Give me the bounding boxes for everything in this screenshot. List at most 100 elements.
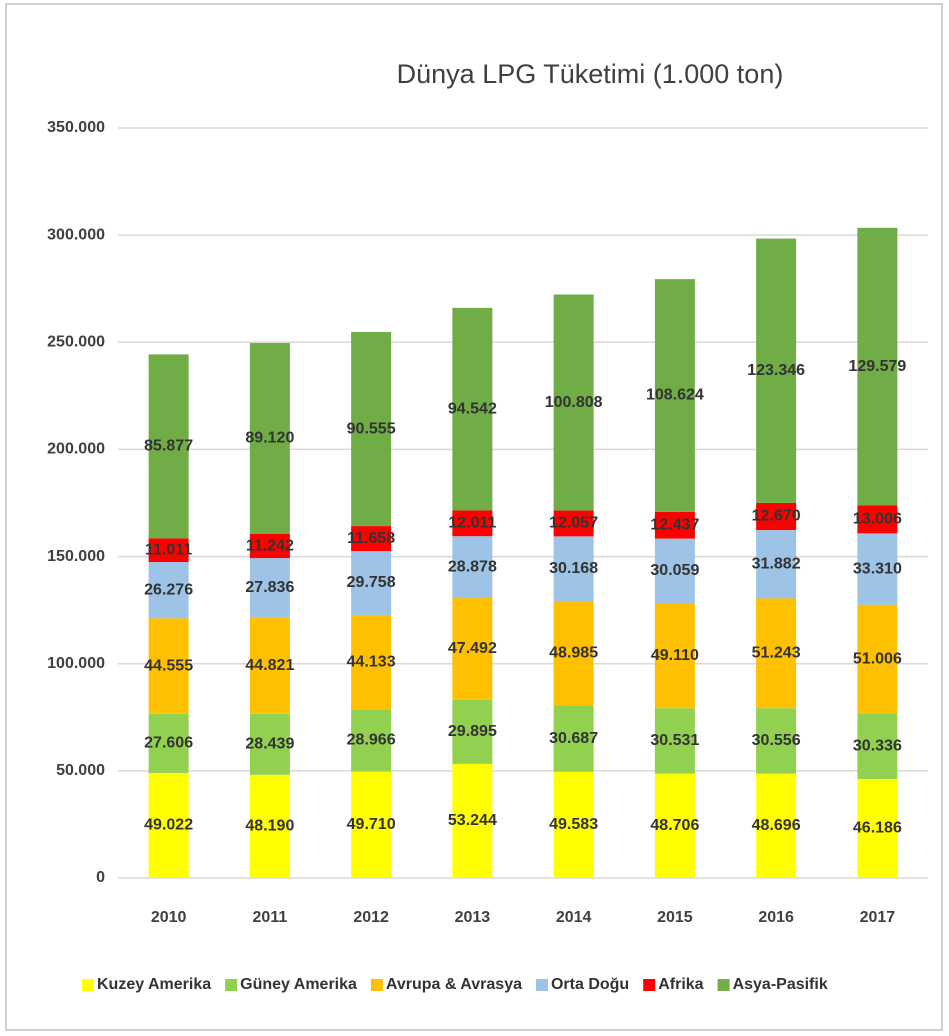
legend-label: Güney Amerika — [240, 976, 357, 993]
x-tick-label: 2011 — [253, 909, 288, 926]
data-label: 129.579 — [848, 358, 906, 375]
bar-segment — [452, 699, 493, 764]
data-label: 44.555 — [144, 657, 193, 674]
data-label: 26.276 — [144, 581, 193, 598]
bar-segment — [351, 771, 392, 878]
data-label: 12.011 — [448, 515, 496, 532]
bar-segment — [148, 354, 189, 539]
data-label: 30.168 — [549, 560, 598, 577]
bar-segment — [857, 714, 898, 780]
data-label: 46.186 — [853, 820, 902, 837]
x-tick-label: 2016 — [758, 909, 794, 926]
y-tick-label: 0 — [96, 869, 105, 886]
bar-segment — [654, 708, 695, 774]
bar-segment — [857, 505, 898, 534]
bar-segment — [351, 614, 392, 710]
bar-segment — [452, 763, 493, 878]
bar-segment — [654, 538, 695, 603]
data-label: 94.542 — [448, 400, 497, 417]
bar-segment — [148, 562, 189, 619]
bar-segment — [351, 526, 392, 552]
bar-segment — [249, 617, 290, 714]
data-label: 27.836 — [245, 579, 294, 596]
y-tick-label: 100.000 — [47, 655, 105, 672]
data-label: 51.243 — [752, 644, 801, 661]
y-tick-label: 150.000 — [47, 548, 105, 565]
bar-segment — [756, 598, 797, 709]
data-label: 12.437 — [650, 516, 699, 533]
x-tick-label: 2010 — [151, 909, 187, 926]
legend-swatch — [82, 979, 94, 991]
legend-label: Orta Doğu — [551, 976, 629, 993]
bar-segment — [553, 771, 594, 878]
data-label: 11.011 — [145, 541, 192, 558]
bar-segment — [351, 709, 392, 772]
data-label: 49.110 — [651, 647, 699, 664]
x-tick-label: 2012 — [353, 909, 389, 926]
data-label: 48.985 — [549, 645, 598, 662]
legend-swatch — [643, 979, 656, 991]
data-label: 53.244 — [448, 812, 497, 829]
legend-swatch — [225, 979, 238, 991]
bar-segment — [553, 705, 594, 772]
legend-swatch — [717, 979, 730, 991]
data-label: 28.439 — [245, 735, 294, 752]
data-label: 44.133 — [347, 653, 396, 670]
bar-segment — [553, 536, 594, 602]
x-tick-label: 2013 — [455, 909, 491, 926]
y-tick-label: 300.000 — [47, 226, 105, 243]
data-label: 108.624 — [646, 387, 704, 404]
data-label: 89.120 — [245, 430, 294, 447]
data-label: 44.821 — [245, 657, 294, 674]
data-label: 48.696 — [752, 817, 801, 834]
bar-segment — [452, 598, 493, 700]
data-label: 85.877 — [144, 438, 193, 455]
data-label: 12.670 — [752, 508, 801, 525]
bar-segment — [249, 343, 290, 535]
legend-label: Asya-Pasifik — [733, 976, 828, 993]
chart-title: Dünya LPG Tüketimi (1.000 ton) — [397, 59, 784, 89]
data-label: 31.882 — [752, 555, 801, 572]
data-label: 27.606 — [144, 735, 193, 752]
data-label: 12.057 — [549, 515, 598, 532]
bar-segment — [654, 511, 695, 539]
bar-segment — [756, 708, 797, 774]
legend-swatch — [535, 979, 548, 991]
x-tick-label: 2015 — [657, 909, 693, 926]
data-label: 90.555 — [347, 420, 396, 437]
bar-segment — [148, 713, 189, 773]
bar-segment — [249, 534, 290, 559]
data-label: 123.346 — [747, 362, 805, 379]
bar-segment — [756, 530, 797, 599]
bar-segment — [553, 510, 594, 537]
data-label: 30.336 — [853, 738, 902, 755]
bar-segment — [351, 551, 392, 615]
legend-label: Kuzey Amerika — [97, 976, 211, 993]
data-label: 30.556 — [752, 732, 801, 749]
data-label: 28.878 — [448, 558, 497, 575]
x-tick-label: 2017 — [860, 909, 896, 926]
bar-segment — [553, 601, 594, 706]
bar-segment — [553, 294, 594, 511]
data-label: 29.758 — [347, 574, 396, 591]
bar-segment — [452, 307, 493, 511]
data-label: 48.190 — [245, 818, 294, 835]
data-label: 51.006 — [853, 651, 902, 668]
data-label: 11.658 — [347, 530, 395, 547]
y-tick-label: 350.000 — [47, 119, 105, 136]
bar-segment — [452, 510, 493, 537]
data-label: 49.710 — [347, 816, 396, 833]
bar-segment — [756, 773, 797, 878]
data-label: 47.492 — [448, 640, 497, 657]
data-label: 30.059 — [650, 562, 699, 579]
bar-segment — [249, 774, 290, 878]
data-label: 49.583 — [549, 816, 598, 833]
bar-segment — [452, 536, 493, 599]
bar-segment — [148, 538, 189, 563]
y-tick-label: 250.000 — [47, 334, 105, 351]
legend-label: Afrika — [658, 976, 703, 993]
data-label: 28.966 — [347, 732, 396, 749]
bar-segment — [148, 772, 189, 878]
legend-swatch — [370, 979, 383, 991]
